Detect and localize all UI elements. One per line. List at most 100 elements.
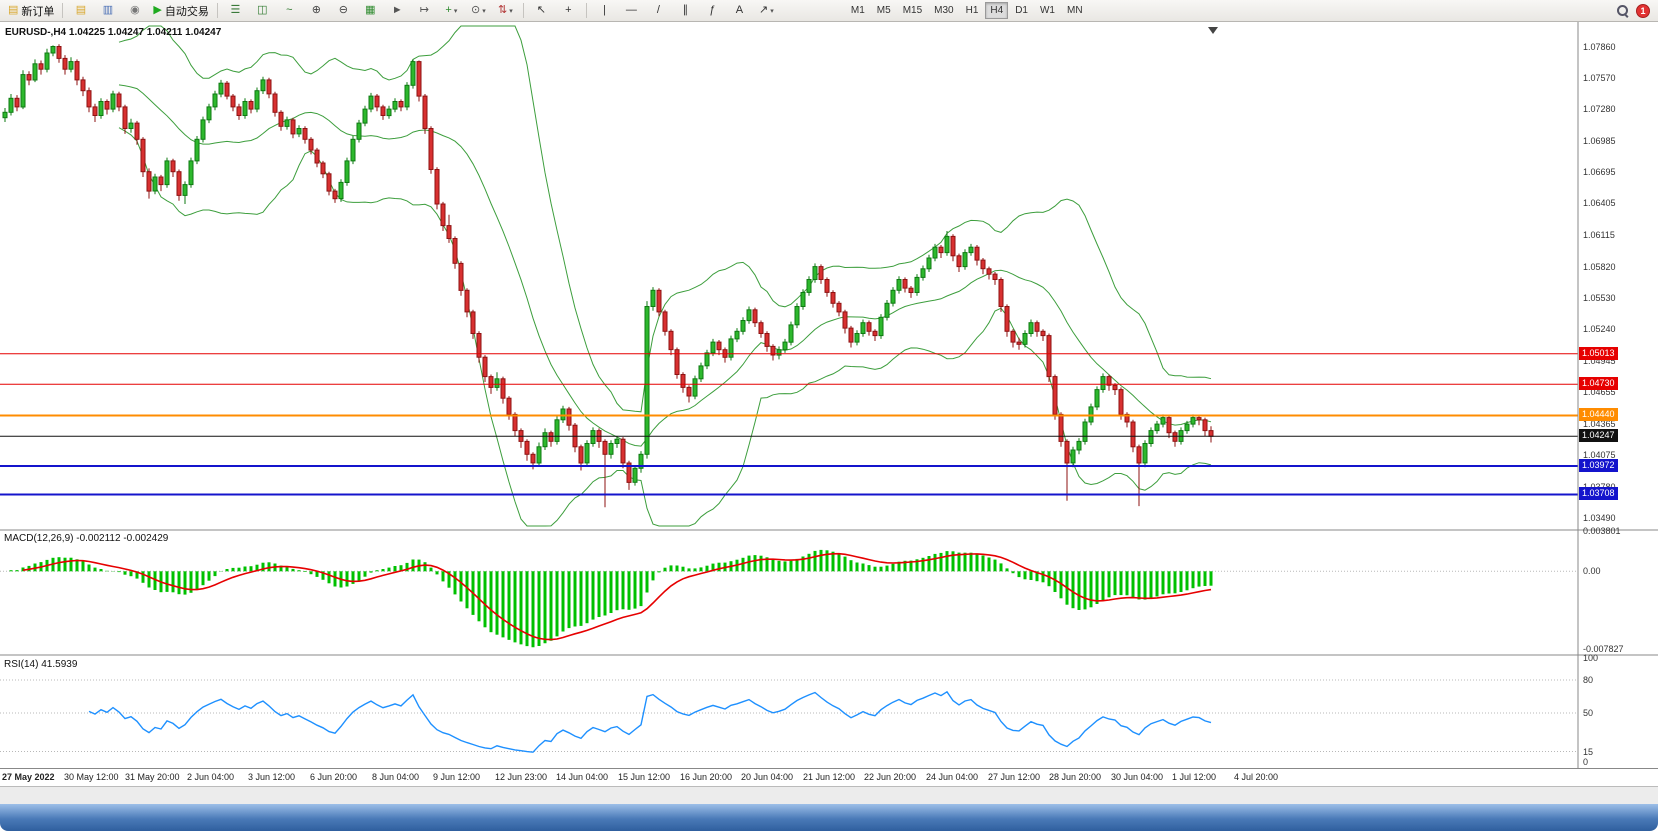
time-axis-label: 9 Jun 12:00 [433, 772, 481, 782]
timeframe-m30[interactable]: M30 [934, 5, 954, 16]
dropdown-caret-icon[interactable]: ▾ [482, 7, 486, 15]
indicators-icon: ⇅ [498, 4, 508, 16]
macd-label: MACD(12,26,9) -0.002112 -0.002429 [4, 533, 169, 544]
chart-title: EURUSD-,H4 1.04225 1.04247 1.04211 1.042… [5, 27, 222, 38]
timeframe-h4[interactable]: H4 [985, 2, 1009, 19]
autotrade-button[interactable]: ▶ 自动交易 [149, 1, 212, 21]
new-chart-icon: + [445, 4, 452, 16]
cursor-button[interactable]: ↖ [528, 1, 555, 21]
time-axis-label: 22 Jun 20:00 [864, 772, 917, 782]
profiles-icon: ⊙ [471, 4, 481, 16]
view-button-group: ▤ ▥ ◉ [67, 1, 148, 21]
time-axis-label: 31 May 20:00 [125, 772, 180, 782]
time-axis-label: 15 Jun 12:00 [618, 772, 671, 782]
autotrade-play-icon: ▶ [153, 4, 162, 16]
bar-chart-button[interactable]: ☰ [222, 1, 249, 21]
new-order-icon: ▤ [8, 4, 19, 16]
trendline-icon: / [656, 4, 660, 16]
auto-scroll-icon: ► [391, 4, 403, 16]
new-order-label: 新订单 [21, 5, 55, 18]
channel-icon: ∥ [682, 4, 689, 16]
timeframe-mn[interactable]: MN [1066, 5, 1083, 16]
time-axis-label: 16 Jun 20:00 [680, 772, 733, 782]
time-axis-label: 21 Jun 12:00 [803, 772, 856, 782]
toolbar-separator [62, 3, 64, 18]
candlestick-button[interactable]: ◫ [249, 1, 276, 21]
time-axis-label: 30 May 12:00 [64, 772, 119, 782]
dropdown-caret-icon[interactable]: ▾ [770, 7, 774, 15]
line-chart-icon: ~ [286, 4, 293, 16]
draw-button-group: | — / ∥ ƒ A ↗ ▾ [591, 1, 780, 21]
timeframe-d1[interactable]: D1 [1015, 5, 1028, 16]
arrows-button[interactable]: ↗ ▾ [753, 1, 780, 21]
fibonacci-button[interactable]: ƒ [699, 1, 726, 21]
time-axis[interactable]: 27 May 2022 30 May 12:00 31 May 20:00 2 Jun… [0, 769, 1658, 786]
toolbar-separator [216, 3, 218, 18]
crosshair-button[interactable]: + [555, 1, 582, 21]
time-axis-label: 4 Jul 20:00 [1234, 772, 1279, 782]
price-scale[interactable] [1578, 22, 1658, 769]
line-chart-button[interactable]: ~ [276, 1, 303, 21]
chart-shift-icon: ↦ [419, 4, 429, 16]
toolbar: ▤ 新订单 ▤ ▥ ◉ ▶ 自动交易 ☰ ◫ ~ ⊕ ⊖ ▦ ► ↦ + ▾ ⊙ ▾ ⇅ ▾ ↖ + | — / ∥ ƒ… [0, 0, 1658, 22]
autotrade-label: 自动交易 [164, 5, 209, 18]
indicators-button[interactable]: ⇅ ▾ [492, 1, 519, 21]
horizontal-line-button[interactable]: — [618, 1, 645, 21]
time-axis-label: 24 Jun 04:00 [926, 772, 979, 782]
timeframe-m5[interactable]: M5 [876, 5, 891, 16]
auto-scroll-button[interactable]: ► [384, 1, 411, 21]
chart-button-group: ☰ ◫ ~ ⊕ ⊖ ▦ ► ↦ + ▾ ⊙ ▾ ⇅ ▾ [222, 1, 519, 21]
tile-windows-icon: ▦ [365, 4, 376, 16]
navigator-icon: ◉ [130, 4, 140, 16]
navigator-button[interactable]: ◉ [121, 1, 148, 21]
data-window-button[interactable]: ▥ [94, 1, 121, 21]
zoom-in-button[interactable]: ⊕ [303, 1, 330, 21]
zoom-out-button[interactable]: ⊖ [330, 1, 357, 21]
toolbar-separator [585, 3, 587, 18]
profiles-button[interactable]: ⊙ ▾ [465, 1, 492, 21]
timeframe-m1[interactable]: M1 [850, 5, 865, 16]
arrows-icon: ↗ [759, 4, 769, 16]
market-watch-icon: ▤ [75, 4, 87, 16]
notification-badge[interactable]: 1 [1636, 3, 1650, 18]
channel-button[interactable]: ∥ [672, 1, 699, 21]
toolbar-separator [522, 3, 524, 18]
text-icon: A [735, 4, 744, 16]
zoom-in-icon: ⊕ [311, 4, 321, 16]
time-axis-label: 12 Jun 23:00 [495, 772, 548, 782]
time-axis-label: 27 May 2022 [2, 772, 55, 782]
new-chart-button[interactable]: + ▾ [438, 1, 465, 21]
time-axis-label: 8 Jun 04:00 [372, 772, 420, 782]
time-axis-label: 28 Jun 20:00 [1049, 772, 1102, 782]
dropdown-caret-icon[interactable]: ▾ [509, 7, 513, 15]
horizontal-scrollbar[interactable] [0, 786, 1658, 805]
fibonacci-icon: ƒ [709, 4, 716, 16]
new-order-button[interactable]: ▤ 新订单 [4, 1, 58, 21]
bar-chart-icon: ☰ [230, 4, 241, 16]
vertical-line-button[interactable]: | [591, 1, 618, 21]
time-axis-label: 3 Jun 12:00 [248, 772, 296, 782]
horizontal-line-icon: — [625, 4, 637, 16]
trendline-button[interactable]: / [645, 1, 672, 21]
timeframe-h1[interactable]: H1 [965, 5, 979, 16]
vertical-line-icon: | [602, 4, 606, 16]
timeframe-w1[interactable]: W1 [1039, 5, 1055, 16]
search-icon[interactable] [1617, 4, 1629, 17]
tile-windows-button[interactable]: ▦ [357, 1, 384, 21]
candlestick-icon: ◫ [257, 4, 268, 16]
cursor-icon: ↖ [536, 4, 546, 16]
toolbar-right-group: 1 [1617, 3, 1654, 18]
cursor-button-group: ↖ + [528, 1, 582, 21]
market-watch-button[interactable]: ▤ [67, 1, 94, 21]
text-button[interactable]: A [726, 1, 753, 21]
time-axis-label: 14 Jun 04:00 [556, 772, 609, 782]
chart-canvas[interactable] [0, 22, 1658, 769]
chart-shift-button[interactable]: ↦ [411, 1, 438, 21]
crosshair-icon: + [565, 4, 572, 16]
timeframe-m15[interactable]: M15 [902, 5, 923, 16]
window-bottom-frame [0, 804, 1658, 831]
dropdown-caret-icon[interactable]: ▾ [453, 7, 458, 15]
time-axis-label: 6 Jun 20:00 [310, 772, 358, 782]
time-axis-label: 1 Jul 12:00 [1172, 772, 1217, 782]
rsi-label: RSI(14) 41.5939 [4, 659, 78, 670]
